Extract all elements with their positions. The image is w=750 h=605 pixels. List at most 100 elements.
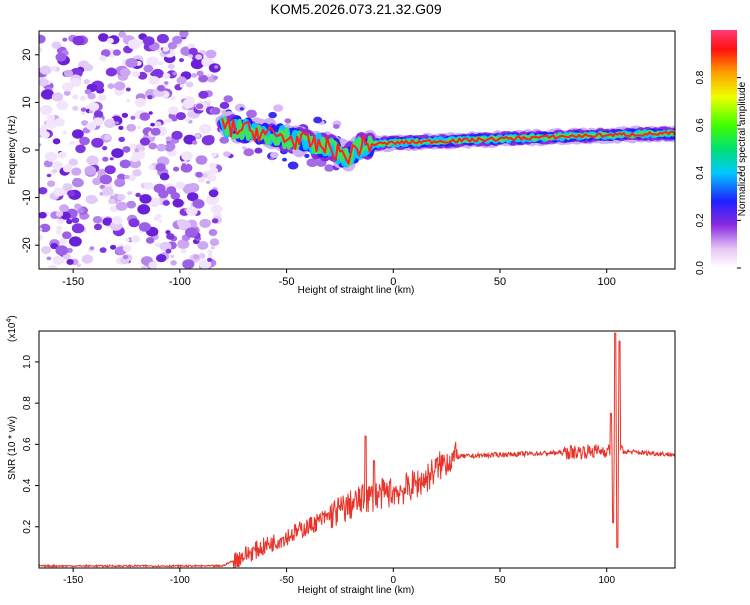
noise-blob <box>80 95 87 101</box>
noise-blob <box>80 111 86 115</box>
noise-blob <box>139 194 152 204</box>
noise-blob <box>111 148 124 159</box>
noise-blob <box>39 187 48 195</box>
transition-blob <box>234 103 246 112</box>
noise-blob <box>185 227 198 238</box>
noise-blob <box>92 177 102 186</box>
snr-y-label: SNR (10 * v/v) <box>7 416 18 480</box>
noise-blob <box>172 35 183 45</box>
transition-blob <box>219 136 229 144</box>
noise-blob <box>162 200 170 206</box>
snr-multiplier-exp: 4 <box>6 319 13 323</box>
transition-blob <box>284 118 292 124</box>
noise-blob <box>197 241 209 250</box>
noise-blob <box>99 247 107 253</box>
noise-blob <box>86 122 97 131</box>
noise-blob <box>102 146 108 151</box>
noise-blob <box>72 259 78 264</box>
noise-blob <box>72 105 79 111</box>
noise-blob <box>69 236 82 247</box>
transition-blob <box>223 95 233 103</box>
noise-blob <box>102 186 114 196</box>
noise-blob <box>62 130 68 135</box>
noise-blob <box>153 216 159 221</box>
x-tick-label: -100 <box>169 276 191 288</box>
noise-blob <box>115 201 128 211</box>
noise-blob <box>55 245 69 256</box>
x-tick-label: -150 <box>62 276 84 288</box>
noise-blob <box>84 165 97 176</box>
noise-blob <box>72 129 84 139</box>
noise-blob <box>207 253 213 258</box>
noise-blob <box>44 151 58 162</box>
transition-blob <box>304 153 310 158</box>
noise-blob <box>56 217 65 224</box>
noise-blob <box>110 244 117 250</box>
noise-blob <box>76 263 82 268</box>
noise-blob <box>114 81 126 91</box>
noise-blob <box>126 99 131 103</box>
y-tick-label: -10 <box>21 190 33 206</box>
noise-blob <box>112 49 121 56</box>
noise-blob <box>207 174 217 182</box>
noise-blob <box>39 65 52 75</box>
noise-blob <box>170 254 175 259</box>
noise-blob <box>55 229 62 235</box>
noise-blob <box>92 216 103 224</box>
noise-blob <box>91 137 104 148</box>
noise-blob <box>55 211 64 218</box>
noise-blob <box>179 58 184 63</box>
noise-blob <box>158 190 169 199</box>
noise-blob <box>130 115 136 120</box>
ridge-band-5 <box>221 118 675 165</box>
noise-blob <box>208 229 218 236</box>
noise-blob <box>195 155 208 165</box>
noise-blob <box>195 133 201 139</box>
noise-blob <box>126 200 137 209</box>
noise-blob <box>43 159 54 168</box>
noise-blob <box>98 33 109 42</box>
noise-blob <box>125 238 130 242</box>
noise-blob <box>181 163 186 167</box>
noise-blob <box>209 167 219 175</box>
noise-blob <box>122 146 131 153</box>
y-tick-label: 0.6 <box>22 437 33 451</box>
noise-blob <box>39 34 46 44</box>
colorbar-ticks: 0.0 0.2 0.4 0.6 0.8 <box>695 70 741 275</box>
noise-blob <box>104 134 111 141</box>
noise-blob <box>93 110 104 118</box>
transition-blob <box>242 146 247 150</box>
noise-blob <box>39 227 43 232</box>
noise-blob <box>89 246 95 251</box>
snr-frame <box>38 330 676 569</box>
noise-blob <box>79 136 90 146</box>
noise-blob <box>121 112 129 118</box>
noise-blob <box>71 223 85 234</box>
noise-blob <box>209 238 220 246</box>
noise-blob <box>206 73 211 77</box>
noise-blob <box>106 37 114 44</box>
transition-blob <box>273 104 284 112</box>
noise-blob <box>150 127 161 136</box>
snr-multiplier-base: (x10 <box>7 322 18 342</box>
noise-blob <box>98 94 107 101</box>
y-tick-label: 0.2 <box>22 519 33 533</box>
noise-blob <box>39 47 43 53</box>
noise-blob <box>68 158 78 166</box>
noise-blob <box>168 106 179 115</box>
noise-blob <box>199 259 212 269</box>
noise-blob <box>165 136 172 142</box>
noise-blob <box>185 118 191 123</box>
noise-blob <box>128 218 140 228</box>
noise-blob <box>158 61 164 66</box>
noise-blob <box>198 90 209 99</box>
y-tick-label: 1.0 <box>22 355 33 369</box>
noise-blob <box>71 167 82 176</box>
noise-blob <box>50 242 58 250</box>
noise-blob <box>56 100 69 111</box>
noise-blob <box>41 89 54 100</box>
noise-blob <box>119 159 131 169</box>
noise-blob <box>51 92 64 102</box>
transition-blob <box>287 161 299 170</box>
